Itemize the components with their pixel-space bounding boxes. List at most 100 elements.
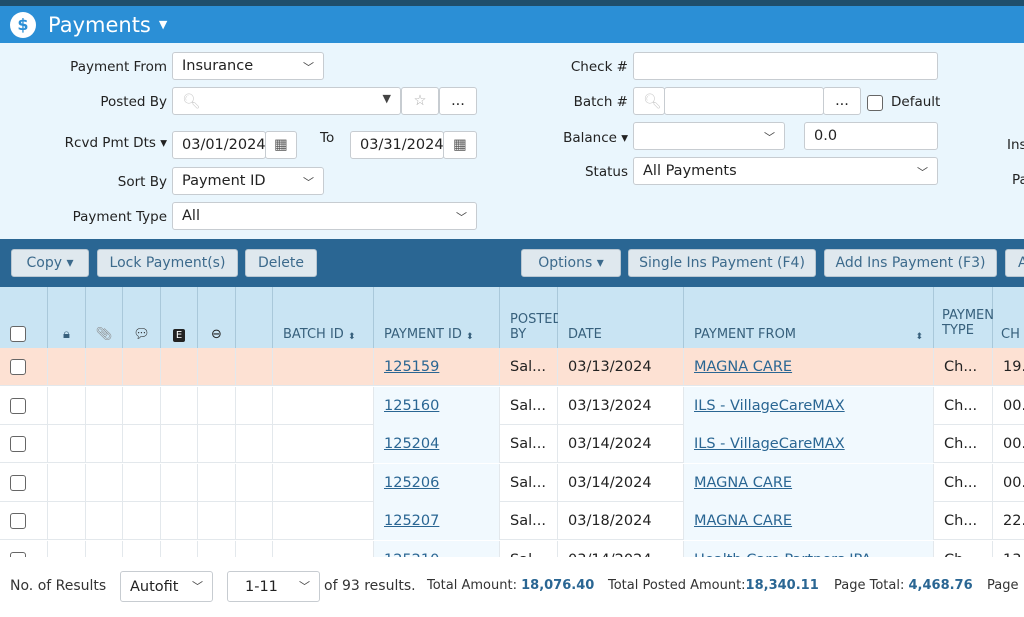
calendar-icon[interactable]: ▦ (265, 131, 297, 159)
single-ins-payment-button[interactable]: Single Ins Payment (F4) (628, 249, 816, 277)
total-amount-value: 18,076.40 (521, 578, 595, 593)
page-total: Page Total: 4,468.76 (834, 578, 973, 593)
more-action-button[interactable]: A (1005, 249, 1024, 277)
posted-by-more-button[interactable]: ... (439, 87, 477, 115)
payment-id-link[interactable]: 125160 (384, 397, 440, 414)
table-cell: 03/18/2024 (558, 502, 684, 540)
sort-icon: ⬍ (347, 332, 356, 342)
table-cell (0, 463, 48, 502)
page-total-value: 4,468.76 (908, 578, 973, 593)
results-per-page-select[interactable]: Autofit ﹀ (120, 571, 213, 602)
table-cell: 125204 (374, 425, 500, 463)
table-cell: 13. (993, 541, 1024, 558)
table-row[interactable]: 125204 Sal... 03/14/2024 ILS - VillageCareM… (0, 425, 1024, 463)
table-cell: 125159 (374, 348, 500, 386)
table-cell: 00. (993, 464, 1024, 502)
calendar-icon[interactable]: ▦ (443, 131, 477, 159)
row-checkbox[interactable] (10, 474, 26, 491)
payment-from-link[interactable]: MAGNA CARE (694, 513, 793, 529)
page-range-select[interactable]: 1-11 ﹀ (227, 571, 320, 602)
batch-input[interactable] (664, 87, 824, 115)
to-date-input[interactable]: 03/31/2024 (350, 131, 444, 159)
payment-from-link[interactable]: Health Care Partners IPA (694, 552, 871, 558)
options-button[interactable]: Options ▾ (521, 249, 621, 277)
payment-id-header[interactable]: PAYMENT ID ⬍ (374, 287, 500, 348)
batch-id-header[interactable]: BATCH ID ⬍ (273, 287, 374, 348)
batch-more-button[interactable]: ... (823, 87, 861, 115)
table-cell (123, 540, 161, 557)
status-value: All Payments (643, 163, 737, 179)
posted-by-input[interactable]: 🔍︎ ▼ (172, 87, 401, 115)
default-checkbox[interactable] (867, 95, 883, 111)
table-cell: Ch... (934, 540, 993, 557)
table-row[interactable]: 125207 Sal... 03/18/2024 MAGNA CARE Ch... 22. (0, 502, 1024, 540)
page-label-partial: Page (987, 578, 1019, 593)
payment-id-link[interactable]: 125159 (384, 359, 440, 375)
row-checkbox[interactable] (10, 359, 26, 375)
balance-operator-select[interactable]: ﹀ (633, 122, 785, 150)
table-row[interactable]: 125210 Sal... 03/14/2024 Health Care Partne… (0, 540, 1024, 558)
add-ins-payment-button[interactable]: Add Ins Payment (F3) (824, 249, 997, 277)
favorite-star-button[interactable]: ☆ (401, 87, 439, 115)
check-no-header[interactable]: CH NO (993, 287, 1024, 348)
row-checkbox[interactable] (10, 436, 26, 452)
select-all-checkbox[interactable] (10, 326, 26, 342)
sort-by-value: Payment ID (182, 173, 266, 189)
payment-type-select[interactable]: All ﹀ (172, 202, 477, 230)
table-cell: Sal... (500, 463, 558, 502)
date-cell: 03/14/2024 (568, 436, 652, 452)
caret-down-icon[interactable]: ▼ (158, 18, 168, 31)
table-cell: 03/13/2024 (558, 386, 684, 425)
check-input[interactable] (633, 52, 938, 80)
payment-from-link[interactable]: MAGNA CARE (694, 474, 793, 491)
table-cell (86, 502, 123, 540)
from-date-input[interactable]: 03/01/2024 (172, 131, 266, 159)
payment-id-link[interactable]: 125206 (384, 474, 440, 491)
row-checkbox[interactable] (10, 551, 26, 557)
table-cell: Ch... (934, 502, 993, 540)
table-cell (161, 502, 198, 540)
payment-from-link[interactable]: ILS - VillageCareMAX (694, 436, 845, 452)
status-select[interactable]: All Payments ﹀ (633, 157, 938, 185)
date-header[interactable]: DATE (558, 287, 684, 348)
posted-by-header[interactable]: POSTED BY (500, 287, 563, 348)
row-checkbox[interactable] (10, 513, 26, 529)
search-icon[interactable]: 🔍︎ (633, 87, 665, 115)
table-cell (48, 463, 86, 502)
page-total-label: Page Total: (834, 578, 905, 593)
total-amount: Total Amount: 18,076.40 (427, 578, 594, 593)
table-cell: 125206 (374, 463, 500, 502)
table-cell (0, 348, 48, 386)
payment-from-select[interactable]: Insurance ﹀ (172, 52, 324, 80)
table-row[interactable]: 125159 Sal... 03/13/2024 MAGNA CARE Ch... 19. (0, 348, 1024, 386)
payment-type-header[interactable]: PAYMENT TYPE (934, 287, 1002, 348)
check-no-header-label: CH NO (1001, 327, 1024, 342)
total-amount-label: Total Amount: (427, 578, 517, 593)
sort-by-select[interactable]: Payment ID ﹀ (172, 167, 324, 195)
table-cell: 03/14/2024 (558, 463, 684, 502)
copy-label: Copy (26, 255, 63, 271)
rcvd-pmt-dts-dropdown[interactable]: Rcvd Pmt Dts ▾ (64, 135, 167, 151)
posted-by-header-label: POSTED BY (510, 312, 563, 342)
payment-id-link[interactable]: 125210 (384, 552, 439, 558)
delete-button[interactable]: Delete (245, 249, 317, 277)
table-row[interactable]: 125206 Sal... 03/14/2024 MAGNA CARE Ch... 00. (0, 463, 1024, 502)
payment-id-link[interactable]: 125207 (384, 513, 440, 529)
table-cell (123, 463, 161, 502)
lock-payments-button[interactable]: Lock Payment(s) (97, 249, 238, 277)
row-checkbox[interactable] (10, 397, 26, 414)
table-cell (123, 348, 161, 386)
payment-from-link[interactable]: ILS - VillageCareMAX (694, 397, 845, 414)
balance-dropdown[interactable]: Balance ▾ (563, 130, 628, 146)
payment-from-header[interactable]: PAYMENT FROM ⬍ (684, 287, 934, 348)
payment-from-link[interactable]: MAGNA CARE (694, 359, 793, 375)
page-title[interactable]: Payments (48, 12, 151, 37)
payment-id-link[interactable]: 125204 (384, 436, 440, 452)
table-cell (86, 540, 123, 557)
payments-table: 🔒︎ 📎︎ 💬︎ E ⊖ BATCH ID ⬍ PAYMENT ID ⬍ POS… (0, 287, 1024, 557)
copy-button[interactable]: Copy ▾ (11, 249, 89, 277)
to-label: To (320, 130, 335, 146)
balance-input[interactable]: 0.0 (804, 122, 938, 150)
paperclip-icon: 📎︎ (86, 287, 123, 348)
table-row[interactable]: 125160 Sal... 03/13/2024 ILS - VillageCareM… (0, 386, 1024, 425)
